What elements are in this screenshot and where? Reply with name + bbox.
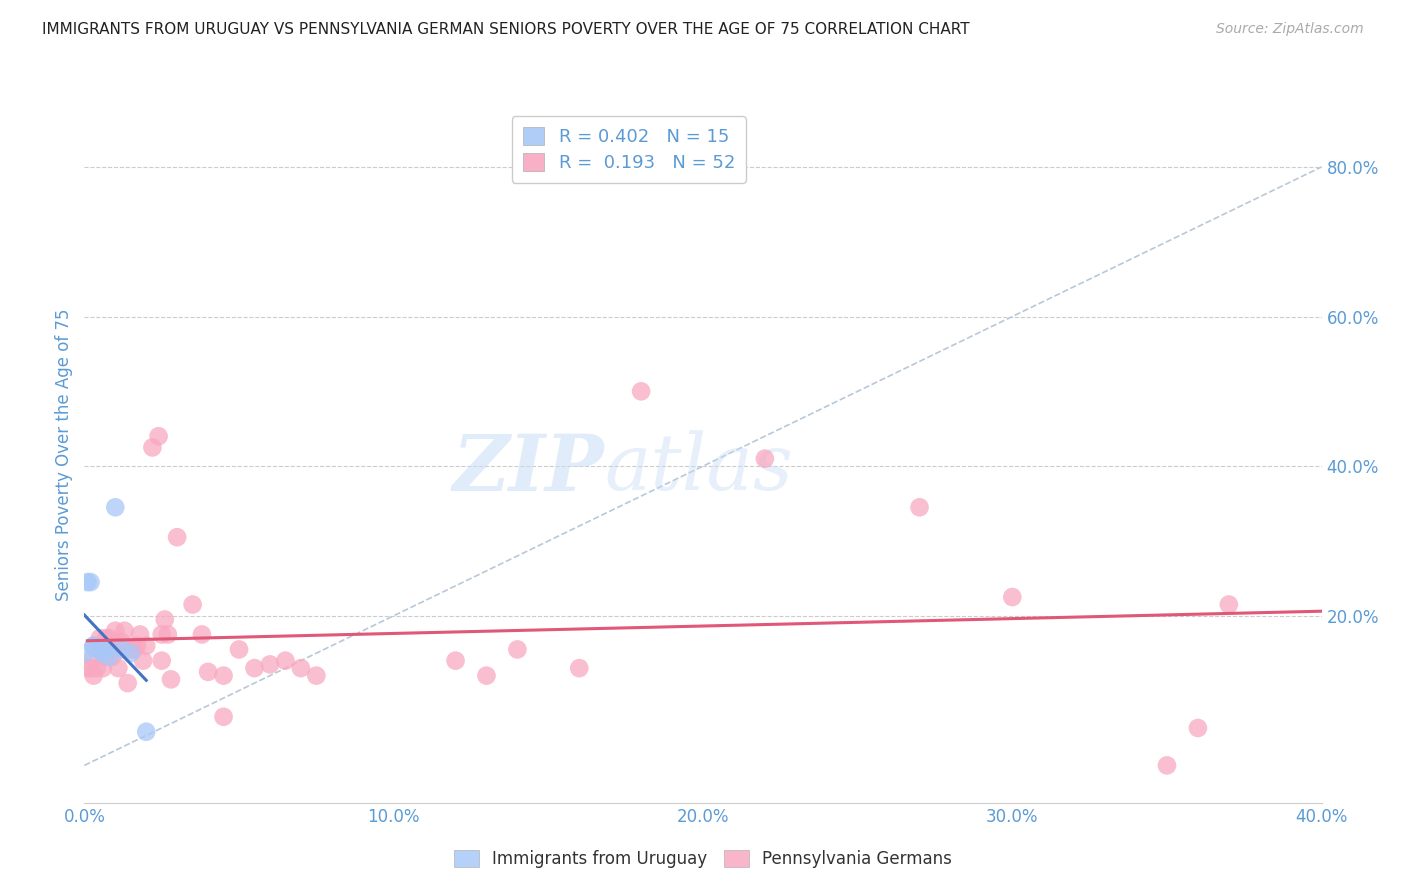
- Point: [76, 661, 98, 675]
- Point: [1001, 590, 1024, 604]
- Point: [91, 642, 114, 657]
- Text: Source: ZipAtlas.com: Source: ZipAtlas.com: [1216, 22, 1364, 37]
- Point: [91, 642, 114, 657]
- Point: [104, 635, 127, 649]
- Point: [243, 661, 266, 675]
- Point: [89, 642, 111, 657]
- Point: [122, 642, 145, 657]
- Point: [181, 598, 204, 612]
- Point: [104, 500, 127, 515]
- Point: [1187, 721, 1209, 735]
- Point: [132, 654, 155, 668]
- Point: [83, 639, 105, 653]
- Point: [83, 668, 105, 682]
- Point: [141, 441, 163, 455]
- Point: [110, 642, 132, 657]
- Point: [148, 429, 170, 443]
- Point: [79, 575, 101, 590]
- Text: ZIP: ZIP: [453, 431, 605, 507]
- Point: [129, 627, 152, 641]
- Point: [76, 575, 98, 590]
- Point: [156, 627, 179, 641]
- Point: [305, 668, 328, 682]
- Point: [228, 642, 250, 657]
- Point: [107, 661, 129, 675]
- Point: [101, 649, 124, 664]
- Point: [135, 724, 157, 739]
- Point: [444, 654, 467, 668]
- Point: [117, 676, 139, 690]
- Point: [86, 661, 108, 675]
- Point: [89, 631, 111, 645]
- Point: [290, 661, 312, 675]
- Point: [94, 642, 117, 657]
- Point: [1156, 758, 1178, 772]
- Point: [197, 665, 219, 679]
- Point: [110, 635, 132, 649]
- Point: [83, 639, 105, 653]
- Point: [274, 654, 297, 668]
- Point: [908, 500, 931, 515]
- Point: [160, 673, 183, 687]
- Point: [475, 668, 498, 682]
- Point: [91, 661, 114, 675]
- Point: [212, 710, 235, 724]
- Text: IMMIGRANTS FROM URUGUAY VS PENNSYLVANIA GERMAN SENIORS POVERTY OVER THE AGE OF 7: IMMIGRANTS FROM URUGUAY VS PENNSYLVANIA …: [42, 22, 970, 37]
- Point: [98, 642, 121, 657]
- Point: [104, 624, 127, 638]
- Point: [79, 661, 101, 675]
- Point: [98, 649, 121, 664]
- Y-axis label: Seniors Poverty Over the Age of 75: Seniors Poverty Over the Age of 75: [55, 309, 73, 601]
- Point: [212, 668, 235, 682]
- Point: [101, 642, 124, 657]
- Point: [568, 661, 591, 675]
- Point: [94, 649, 117, 664]
- Point: [120, 642, 142, 657]
- Point: [73, 646, 96, 660]
- Point: [166, 530, 188, 544]
- Point: [506, 642, 529, 657]
- Legend: Immigrants from Uruguay, Pennsylvania Germans: Immigrants from Uruguay, Pennsylvania Ge…: [447, 843, 959, 875]
- Point: [630, 384, 652, 399]
- Legend: R = 0.402   N = 15, R =  0.193   N = 52: R = 0.402 N = 15, R = 0.193 N = 52: [512, 116, 745, 183]
- Point: [94, 631, 117, 645]
- Point: [150, 654, 173, 668]
- Point: [98, 631, 121, 645]
- Text: atlas: atlas: [605, 431, 793, 507]
- Point: [86, 642, 108, 657]
- Point: [150, 627, 173, 641]
- Point: [259, 657, 281, 672]
- Point: [89, 642, 111, 657]
- Point: [135, 639, 157, 653]
- Point: [83, 649, 105, 664]
- Point: [120, 646, 142, 660]
- Point: [114, 624, 136, 638]
- Point: [153, 613, 176, 627]
- Point: [91, 646, 114, 660]
- Point: [754, 451, 776, 466]
- Point: [125, 639, 148, 653]
- Point: [191, 627, 214, 641]
- Point: [1218, 598, 1240, 612]
